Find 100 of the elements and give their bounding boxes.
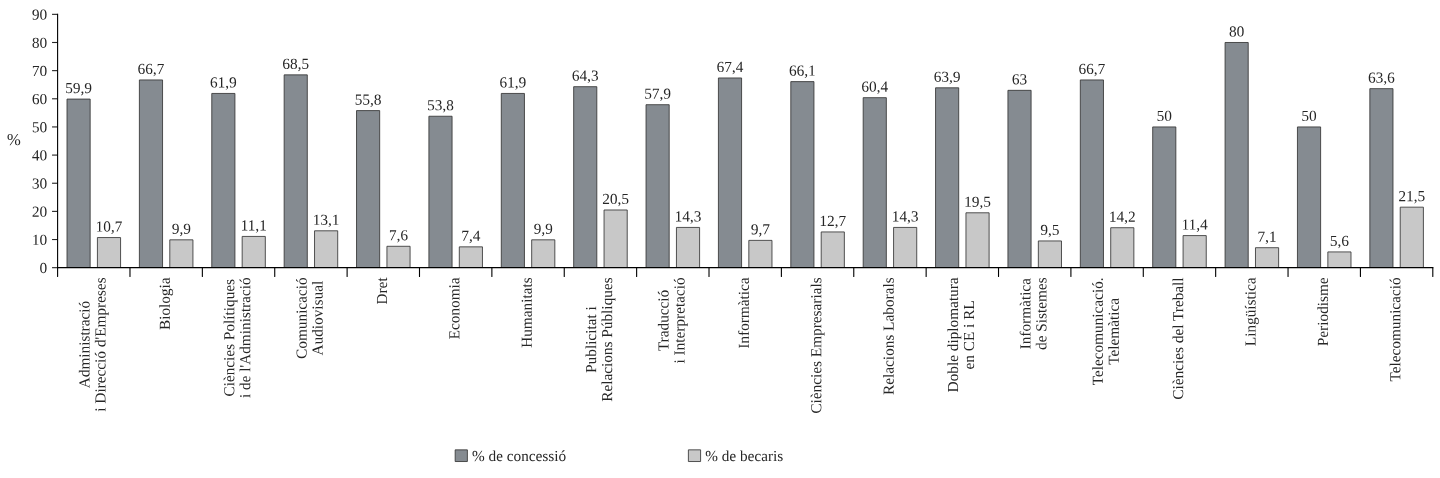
y-tick-label: 0 [40, 262, 47, 274]
bar [1182, 235, 1207, 268]
bar [314, 230, 339, 268]
bar [1152, 126, 1177, 268]
data-label: 9,5 [1040, 224, 1059, 238]
y-tick-label: 60 [32, 93, 47, 105]
data-label: 7,1 [1258, 231, 1276, 245]
bar [356, 110, 381, 268]
bar [645, 104, 670, 268]
bar [820, 231, 845, 268]
data-label: 11,4 [1182, 219, 1208, 232]
data-label: 19,5 [965, 196, 991, 210]
bar [1110, 227, 1135, 268]
data-label: 9,9 [534, 223, 553, 237]
x-tick-label: Publicitat i Relacions Públiques [585, 277, 616, 402]
bar [96, 237, 121, 268]
x-tick-label: Ciències Polítiques i de l'Administració [223, 277, 251, 398]
bar [790, 81, 815, 268]
data-label: 68,5 [283, 58, 309, 72]
bar [428, 115, 453, 268]
bar [1399, 206, 1424, 268]
bar [66, 98, 91, 268]
bar [603, 209, 628, 268]
bar [1037, 240, 1062, 268]
data-label: 14,3 [893, 211, 918, 224]
bar [1079, 79, 1104, 268]
bar [935, 87, 960, 268]
bar [386, 245, 411, 268]
x-tick-label: Periodisme [1317, 277, 1329, 346]
data-label: 5,6 [1330, 235, 1349, 249]
bar [458, 246, 483, 268]
legend-label: % de concessió [472, 450, 566, 462]
bar [893, 227, 918, 268]
y-tick-label: 90 [32, 9, 47, 20]
x-tick-label: Relacions Laborals [883, 277, 894, 395]
bar [169, 239, 194, 268]
bar [718, 77, 742, 268]
bar [211, 93, 236, 268]
x-tick-label: Biologia [159, 277, 174, 330]
y-tick-label: 10 [33, 234, 47, 245]
bar [1255, 247, 1280, 268]
y-tick-label: 40 [32, 150, 47, 161]
data-label: 63,6 [1368, 72, 1395, 85]
y-tick-label: 70 [32, 65, 47, 77]
data-label: 63 [1012, 74, 1027, 85]
data-label: 63,9 [934, 71, 960, 85]
x-tick-label: Ciències Empresarials [810, 277, 825, 413]
data-label: 12,7 [820, 215, 846, 229]
y-axis-title: % [7, 133, 21, 146]
x-tick-label: Traducció i Interpretació [657, 277, 688, 364]
bar [1327, 251, 1352, 268]
x-tick-label: Informàtica de Sistemes [1019, 277, 1047, 350]
x-tick-label: Comunicació Audiovisual [295, 277, 323, 359]
bar [138, 79, 163, 268]
bar [1369, 88, 1394, 268]
x-tick-label: Lingüística [1244, 277, 1259, 346]
bar [676, 227, 701, 268]
bar [531, 239, 556, 268]
data-label: 66,1 [789, 65, 815, 78]
bar [1007, 89, 1032, 268]
data-label: 57,9 [645, 88, 671, 102]
data-label: 50 [1302, 110, 1317, 122]
data-label: 20,5 [602, 193, 629, 207]
data-label: 11,1 [242, 220, 266, 233]
bar [500, 93, 525, 268]
y-tick-label: 80 [32, 37, 47, 48]
data-label: 67,4 [717, 61, 744, 75]
data-label: 7,6 [389, 230, 408, 243]
data-label: 59,9 [66, 82, 92, 96]
data-label: 13,1 [314, 214, 339, 228]
x-tick-label: Telecomunicació. Telemàtica [1092, 278, 1119, 386]
x-tick-label: Economia [449, 277, 460, 339]
bar [283, 74, 308, 268]
x-tick-label: Informàtica [738, 277, 750, 349]
y-tick-label: 30 [32, 178, 47, 189]
x-tick-label: Ciències del Treball [1172, 277, 1184, 399]
data-label: 14,2 [1110, 211, 1135, 225]
data-label: 9,7 [751, 224, 770, 237]
data-label: 50 [1157, 110, 1172, 122]
data-label: 7,4 [462, 230, 481, 244]
x-tick-label: Doble diplomatura en CE i RL [947, 277, 975, 392]
data-label: 55,8 [355, 94, 381, 107]
bar [748, 239, 773, 268]
data-label: 66,7 [138, 63, 164, 77]
data-label: 61,9 [500, 77, 526, 90]
data-label: 64,3 [572, 70, 599, 83]
bar [965, 212, 990, 268]
x-tick-label: Humanitats [521, 277, 532, 348]
x-tick-label: Dret [376, 277, 388, 305]
bar [1297, 126, 1322, 268]
data-label: 10,7 [96, 221, 122, 234]
data-label: 66,7 [1079, 63, 1105, 77]
data-label: 61,9 [210, 77, 237, 90]
y-tick-label: 20 [32, 206, 47, 217]
data-label: 60,4 [862, 81, 888, 94]
data-label: 21,5 [1399, 191, 1425, 204]
x-tick-label: Administració i Direcció d'Empreses [78, 277, 109, 412]
y-tick-label: 50 [32, 122, 47, 133]
data-label: 9,9 [172, 223, 191, 237]
bar [241, 236, 266, 268]
